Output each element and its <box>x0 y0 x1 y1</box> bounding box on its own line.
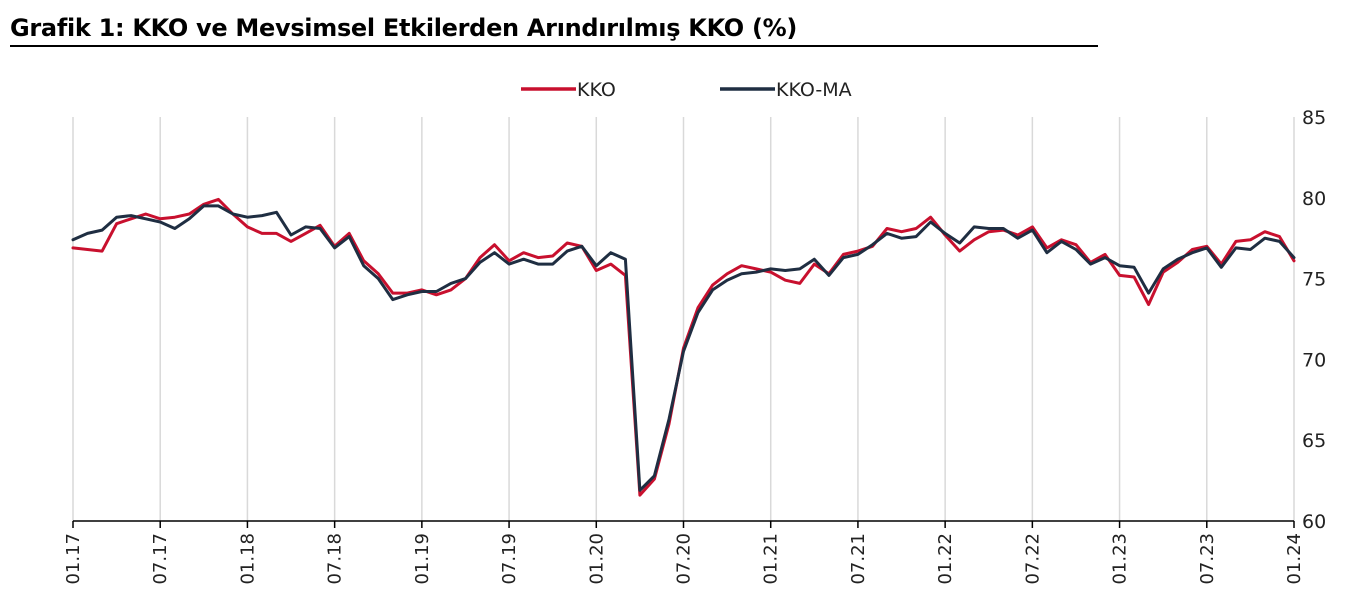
x-tick-label: 01.17 <box>63 533 84 585</box>
y-tick-label: 70 <box>1302 349 1326 371</box>
x-tick-label: 01.22 <box>935 533 956 585</box>
x-tick-label: 01.20 <box>586 533 607 585</box>
series-lines <box>71 197 1296 497</box>
x-tick-label: 07.18 <box>325 533 346 585</box>
chart-title: Grafik 1: KKO ve Mevsimsel Etkilerden Ar… <box>10 14 798 42</box>
title-underline <box>10 45 1098 47</box>
y-tick-label: 85 <box>1302 107 1326 129</box>
legend: KKO KKO-MA <box>521 79 852 101</box>
x-tick-label: 07.21 <box>848 533 869 585</box>
y-tick-label: 75 <box>1302 269 1326 291</box>
axes <box>72 520 1295 528</box>
x-tick-label: 07.17 <box>150 533 171 585</box>
x-tick-label: 01.23 <box>1110 533 1131 585</box>
grid-lines <box>72 117 1295 521</box>
x-tick-label: 01.19 <box>412 533 433 585</box>
x-tick-label: 01.18 <box>237 533 258 585</box>
x-tick-label: 07.20 <box>674 533 695 585</box>
series-line-kko-ma <box>71 204 1296 492</box>
x-tick-label: 07.19 <box>499 533 520 585</box>
x-axis-ticks: 01.17 07.17 01.18 07.18 01.19 07.19 01.20 07.20… <box>63 533 1305 585</box>
y-tick-label: 65 <box>1302 430 1326 452</box>
x-tick-label: 07.22 <box>1022 533 1043 585</box>
legend-label: KKO-MA <box>776 79 852 101</box>
x-tick-label: 01.24 <box>1284 533 1305 585</box>
x-tick-label: 01.21 <box>761 533 782 585</box>
x-tick-label: 07.23 <box>1197 533 1218 585</box>
legend-label: KKO <box>577 79 616 101</box>
y-axis-ticks: 60 65 70 75 80 85 <box>1302 107 1326 533</box>
y-tick-label: 80 <box>1302 188 1326 210</box>
y-tick-label: 60 <box>1302 511 1326 533</box>
